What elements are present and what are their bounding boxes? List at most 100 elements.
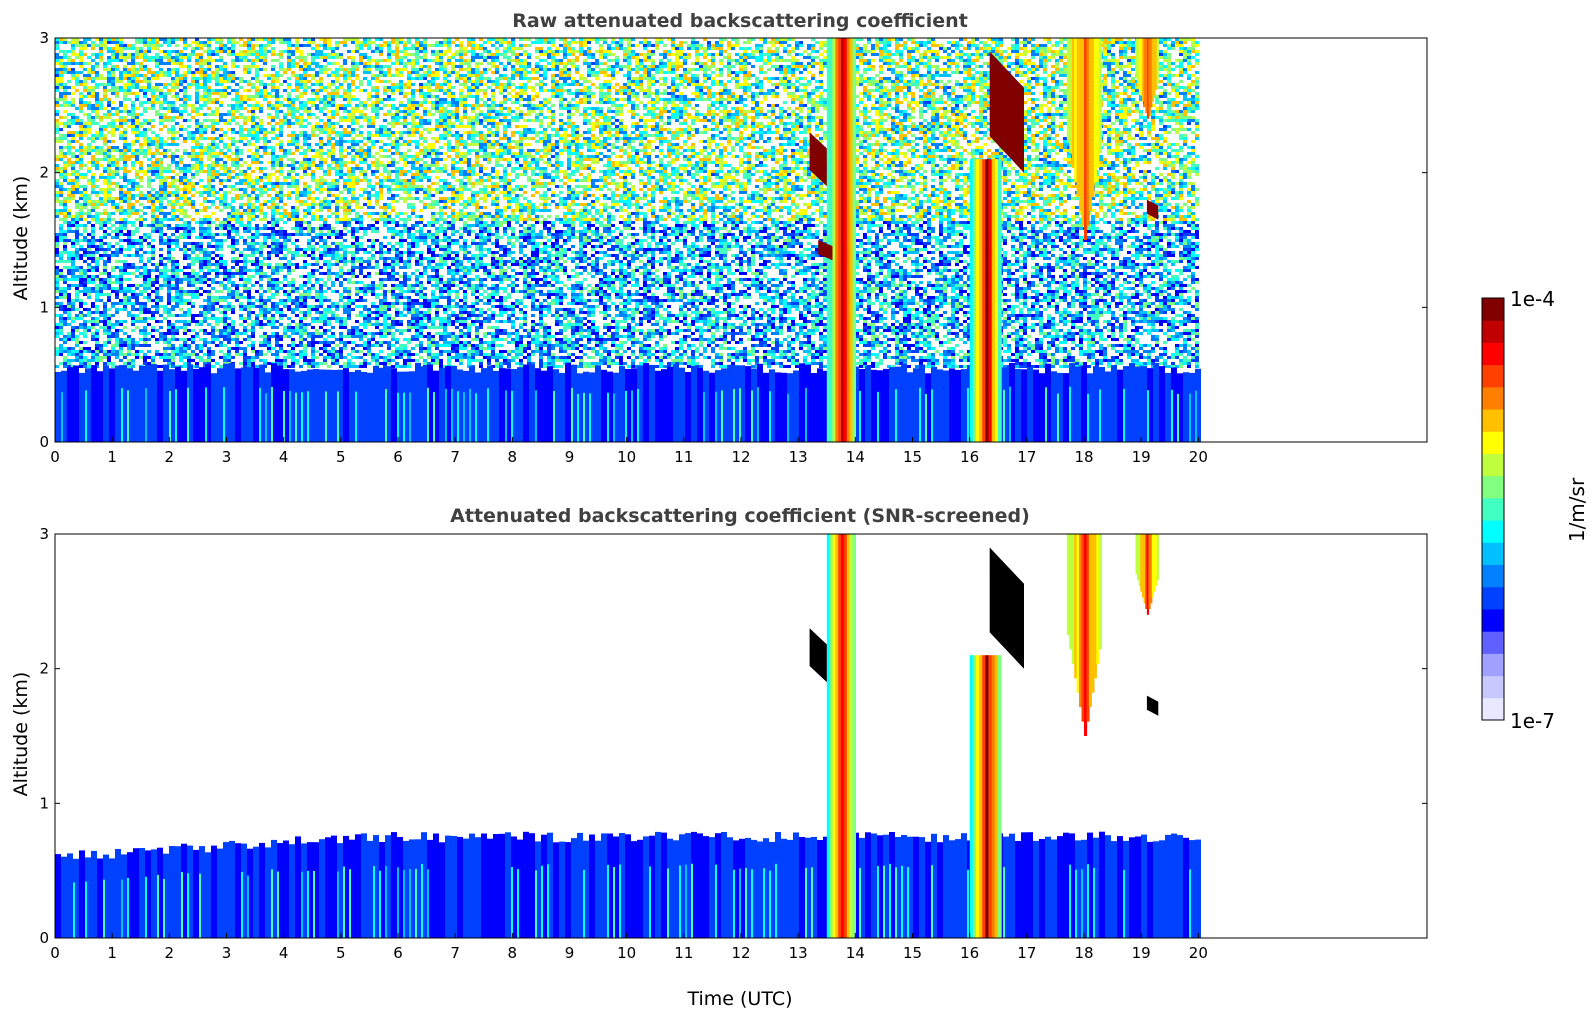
noise-cell xyxy=(159,92,163,95)
noise-cell xyxy=(647,44,651,47)
noise-cell xyxy=(243,59,247,62)
noise-cell xyxy=(527,80,531,83)
noise-cell xyxy=(439,53,443,56)
noise-cell xyxy=(107,71,111,74)
noise-cell xyxy=(187,56,191,59)
noise-cell xyxy=(83,80,87,83)
noise-cell xyxy=(611,59,615,62)
noise-cell xyxy=(815,107,819,110)
noise-cell xyxy=(651,104,655,107)
noise-cell xyxy=(935,86,939,89)
noise-cell xyxy=(447,92,451,95)
noise-cell xyxy=(583,62,587,65)
noise-cell xyxy=(91,71,95,74)
noise-cell xyxy=(899,38,903,41)
noise-cell xyxy=(339,68,343,71)
noise-cell xyxy=(295,74,299,77)
noise-cell xyxy=(683,113,687,116)
noise-cell xyxy=(1051,104,1055,107)
noise-cell xyxy=(307,98,311,101)
noise-cell xyxy=(287,86,291,89)
noise-cell xyxy=(199,98,203,101)
noise-cell xyxy=(423,95,427,98)
noise-cell xyxy=(119,86,123,89)
noise-cell xyxy=(859,110,863,113)
noise-cell xyxy=(951,110,955,113)
noise-cell xyxy=(571,104,575,107)
noise-cell xyxy=(127,56,131,59)
noise-cell xyxy=(391,104,395,107)
noise-cell xyxy=(791,86,795,89)
noise-cell xyxy=(195,56,199,59)
noise-cell xyxy=(819,92,823,95)
noise-cell xyxy=(931,101,935,104)
noise-cell xyxy=(947,68,951,71)
noise-cell xyxy=(479,104,483,107)
noise-cell xyxy=(95,92,99,95)
noise-cell xyxy=(643,59,647,62)
noise-cell xyxy=(259,107,263,110)
noise-cell xyxy=(1103,65,1107,68)
noise-cell xyxy=(363,38,367,41)
noise-cell xyxy=(499,113,503,116)
noise-cell xyxy=(727,68,731,71)
noise-cell xyxy=(703,92,707,95)
noise-cell xyxy=(475,68,479,71)
noise-cell xyxy=(319,77,323,80)
noise-cell xyxy=(735,44,739,47)
noise-cell xyxy=(651,68,655,71)
noise-cell xyxy=(899,56,903,59)
noise-cell xyxy=(1159,92,1163,95)
noise-cell xyxy=(439,107,443,110)
noise-cell xyxy=(695,80,699,83)
noise-cell xyxy=(1107,53,1111,56)
noise-cell xyxy=(99,77,103,80)
noise-cell xyxy=(603,68,607,71)
noise-cell xyxy=(799,107,803,110)
noise-cell xyxy=(739,65,743,68)
noise-cell xyxy=(919,89,923,92)
noise-cell xyxy=(255,44,259,47)
noise-cell xyxy=(939,56,943,59)
noise-cell xyxy=(507,92,511,95)
noise-cell xyxy=(259,56,263,59)
noise-cell xyxy=(883,95,887,98)
noise-cell xyxy=(543,38,547,41)
noise-cell xyxy=(1015,41,1019,44)
noise-cell xyxy=(119,89,123,92)
noise-cell xyxy=(1051,44,1055,47)
noise-cell xyxy=(251,59,255,62)
noise-cell xyxy=(291,62,295,65)
noise-cell xyxy=(179,83,183,86)
noise-cell xyxy=(111,86,115,89)
noise-cell xyxy=(651,98,655,101)
noise-cell xyxy=(519,95,523,98)
noise-cell xyxy=(807,92,811,95)
noise-cell xyxy=(131,92,135,95)
noise-cell xyxy=(1179,50,1183,53)
noise-cell xyxy=(279,62,283,65)
noise-cell xyxy=(911,41,915,44)
noise-cell xyxy=(783,89,787,92)
noise-cell xyxy=(711,110,715,113)
noise-cell xyxy=(863,95,867,98)
noise-cell xyxy=(367,95,371,98)
noise-cell xyxy=(1027,80,1031,83)
noise-cell xyxy=(787,50,791,53)
noise-cell xyxy=(115,41,119,44)
noise-cell xyxy=(779,68,783,71)
noise-cell xyxy=(1111,89,1115,92)
noise-cell xyxy=(543,68,547,71)
noise-cell xyxy=(195,89,199,92)
noise-cell xyxy=(1111,98,1115,101)
noise-cell xyxy=(1163,92,1167,95)
noise-cell xyxy=(627,50,631,53)
noise-cell xyxy=(679,74,683,77)
noise-cell xyxy=(1103,110,1107,113)
noise-cell xyxy=(1179,68,1183,71)
noise-cell xyxy=(731,113,735,116)
noise-cell xyxy=(591,107,595,110)
noise-cell xyxy=(1015,74,1019,77)
noise-cell xyxy=(1011,47,1015,50)
noise-cell xyxy=(587,113,591,116)
